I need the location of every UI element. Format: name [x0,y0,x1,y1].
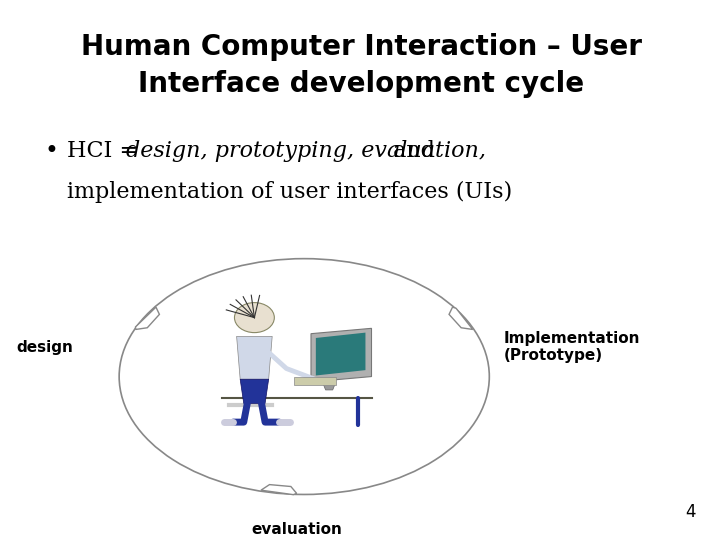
Text: Interface development cycle: Interface development cycle [138,70,584,98]
Circle shape [235,302,274,333]
Text: Human Computer Interaction – User: Human Computer Interaction – User [81,33,642,61]
Polygon shape [135,307,159,329]
Text: design, prototyping, evaluation,: design, prototyping, evaluation, [126,140,486,163]
Text: •: • [45,140,58,163]
Text: 4: 4 [685,503,696,521]
Polygon shape [237,336,272,379]
Polygon shape [240,379,269,403]
Text: HCI =: HCI = [67,140,145,163]
Polygon shape [294,376,336,384]
Text: and: and [386,140,435,163]
Polygon shape [261,484,297,495]
Polygon shape [323,384,335,390]
Polygon shape [316,333,366,375]
Text: evaluation: evaluation [252,522,343,537]
Text: Implementation
(Prototype): Implementation (Prototype) [503,331,640,363]
Text: design: design [16,340,73,355]
Polygon shape [449,307,473,329]
Text: implementation of user interfaces (UIs): implementation of user interfaces (UIs) [67,180,513,202]
Polygon shape [311,328,372,382]
